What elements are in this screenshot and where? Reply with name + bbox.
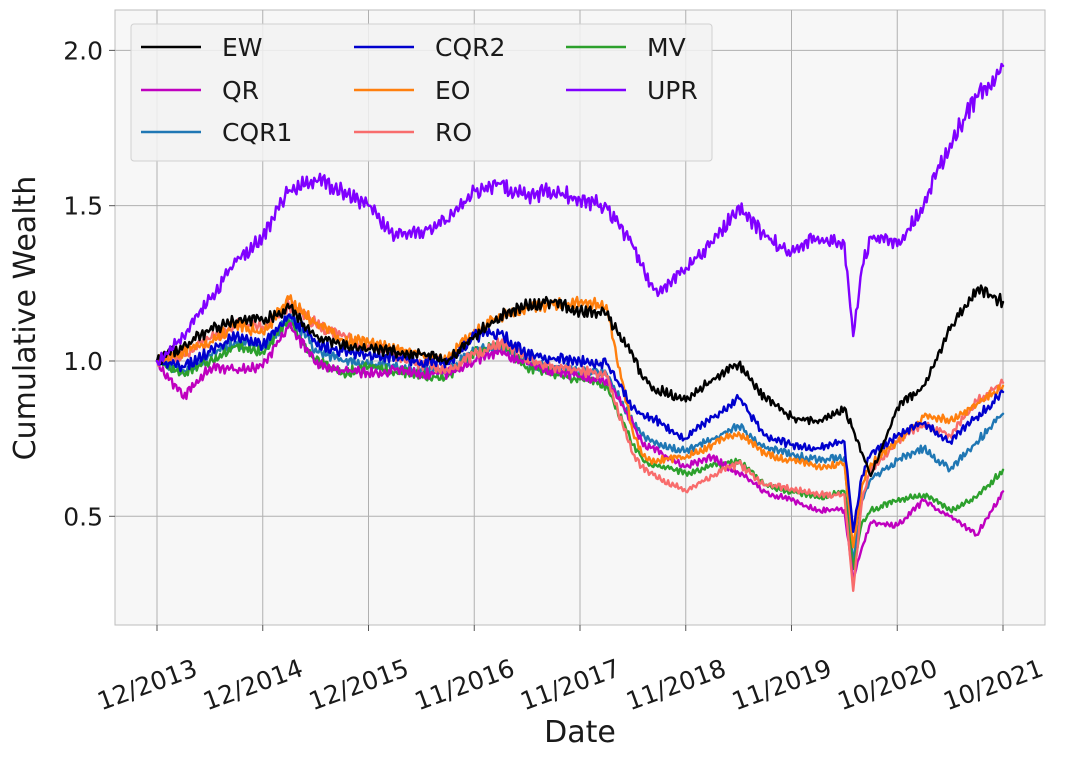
legend-label-ro: RO — [435, 118, 472, 147]
x-tick-label: 10/2021 — [940, 653, 1048, 716]
legend-box — [130, 23, 713, 162]
legend-label-qr: QR — [222, 76, 259, 105]
legend-label-cqr1: CQR1 — [222, 118, 292, 147]
legend: EW QR CQR1 CQR2 EO RO MV UPR — [130, 23, 713, 162]
legend-label-cqr2: CQR2 — [435, 33, 505, 62]
x-tick-label: 11/2019 — [728, 653, 836, 716]
series-line-upr — [155, 62, 1005, 366]
x-tick-label: 11/2017 — [517, 653, 625, 716]
x-tick-label: 11/2016 — [411, 653, 519, 716]
x-tick-label: 12/2014 — [199, 653, 307, 716]
legend-label-upr: UPR — [647, 76, 698, 105]
legend-label-eo: EO — [435, 76, 470, 105]
legend-label-mv: MV — [647, 33, 686, 62]
x-tick-label: 12/2015 — [305, 653, 413, 716]
y-axis-title: Cumulative Wealth — [8, 176, 43, 461]
x-tick-label: 10/2020 — [834, 653, 942, 716]
x-tick-label: 11/2018 — [622, 653, 730, 716]
x-tick-label: 12/2013 — [94, 653, 202, 716]
legend-label-ew: EW — [222, 33, 263, 62]
series-line-ew — [155, 284, 1005, 478]
y-tick-label: 1.5 — [63, 192, 103, 221]
series-line-qr — [155, 321, 1005, 580]
y-tick-label: 1.0 — [63, 347, 103, 376]
series-lines — [155, 62, 1005, 592]
y-tick-labels: 0.5 1.0 1.5 2.0 — [63, 36, 115, 531]
y-tick-label: 0.5 — [63, 502, 103, 531]
series-line-eo — [155, 294, 1005, 549]
x-tick-labels: 12/201312/201412/201511/201611/201711/20… — [94, 625, 1048, 716]
y-tick-label: 2.0 — [63, 36, 103, 65]
x-axis-title: Date — [544, 715, 616, 750]
